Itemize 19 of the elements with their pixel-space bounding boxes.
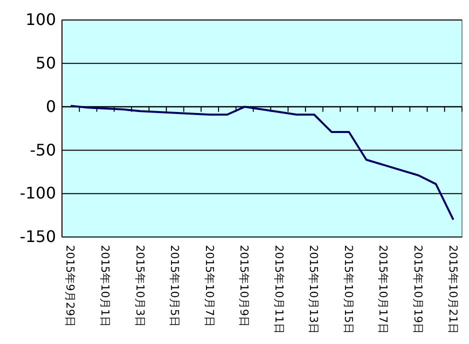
x-tick-label: 2015年10月5日	[168, 245, 182, 327]
x-tick-label: 2015年10月17日	[376, 245, 390, 334]
line-series	[70, 104, 454, 221]
y-tick-label: 100	[25, 10, 56, 30]
x-tick-label: 2015年10月1日	[98, 245, 112, 327]
x-tick-label: 2015年10月7日	[202, 245, 216, 327]
x-tick-label: 2015年10月19日	[412, 245, 425, 334]
x-tick-label: 2015年10月15日	[342, 245, 355, 334]
y-tick-label: -50	[30, 140, 56, 160]
x-tick-label: 2015年9月29日	[64, 245, 77, 327]
x-tick-label: 2015年10月11日	[272, 245, 286, 334]
x-tick-label: 2015年10月21日	[446, 245, 460, 334]
x-tick-label: 2015年10月3日	[133, 245, 146, 327]
x-tick-label: 2015年10月13日	[307, 245, 320, 334]
y-tick-label: -150	[20, 227, 56, 246]
y-tick-label: 50	[36, 54, 56, 73]
y-tick-label: -100	[20, 184, 56, 203]
x-tick-label: 2015年10月9日	[238, 245, 251, 327]
y-tick-label: 0	[46, 96, 56, 116]
